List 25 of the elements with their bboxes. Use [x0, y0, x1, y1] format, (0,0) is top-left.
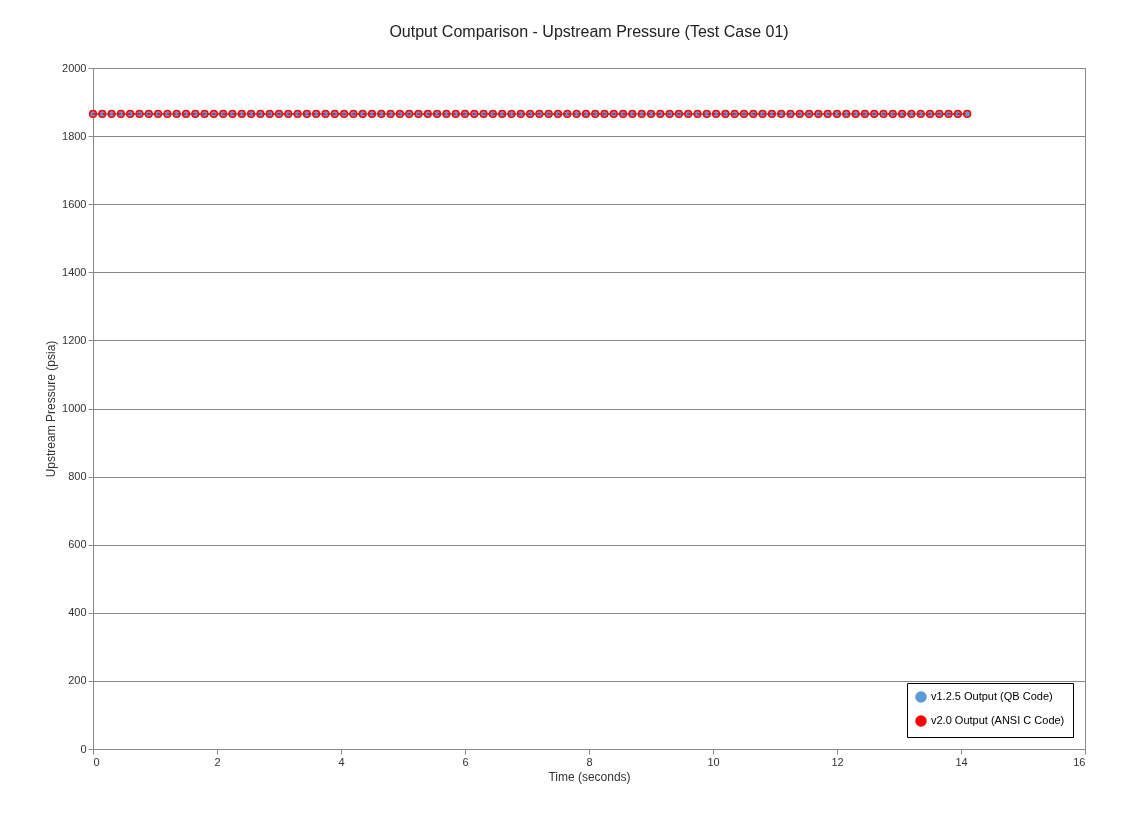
- x-tick-label: 16: [1073, 755, 1086, 768]
- legend-label: v2.0 Output (ANSI C Code): [931, 714, 1065, 726]
- x-tick-label: 6: [462, 755, 469, 768]
- y-tick-label: 1200: [62, 333, 87, 346]
- x-tick-label: 0: [93, 755, 100, 768]
- y-tick-label: 0: [80, 742, 87, 755]
- x-tick-label: 12: [831, 755, 844, 768]
- x-tick-label: 8: [586, 755, 593, 768]
- y-axis-title: Upstream Pressure (psia): [44, 340, 59, 478]
- x-tick-label: 10: [707, 755, 720, 768]
- y-tick-label: 2000: [62, 61, 87, 74]
- x-tick-label: 2: [214, 755, 221, 768]
- x-axis-title: Time (seconds): [548, 769, 631, 784]
- legend-label: v1.2.5 Output (QB Code): [931, 690, 1053, 702]
- y-tick-label: 200: [68, 674, 87, 687]
- y-tick-label: 1400: [62, 265, 87, 278]
- y-tick-label: 1600: [62, 197, 87, 210]
- y-tick-label: 400: [68, 606, 87, 619]
- y-tick-label: 1000: [62, 402, 87, 414]
- x-tick-label: 14: [955, 755, 968, 768]
- y-tick-label: 800: [68, 470, 87, 483]
- y-tick-label: 1800: [62, 129, 87, 142]
- chart-title: Output Comparison - Upstream Pressure (Test Case 01): [389, 23, 789, 40]
- x-tick-label: 4: [338, 755, 345, 768]
- y-tick-label: 600: [68, 538, 87, 551]
